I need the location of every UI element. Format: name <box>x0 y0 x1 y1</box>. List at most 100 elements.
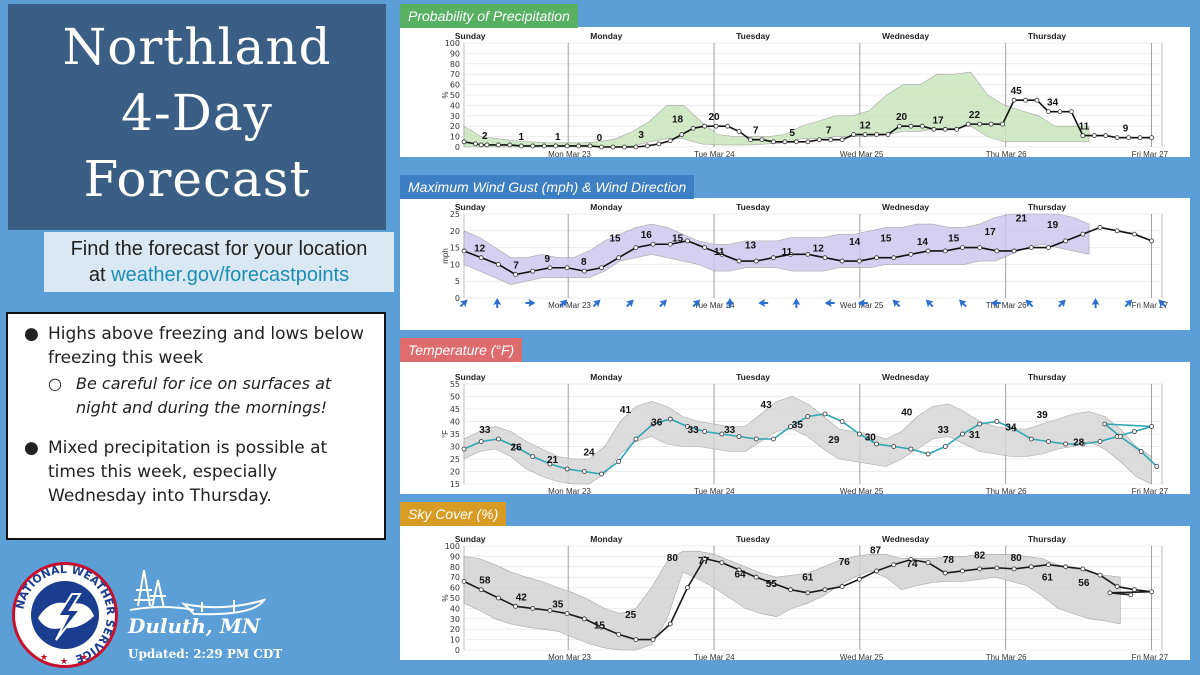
data-label: 74 <box>906 559 918 570</box>
data-point <box>610 144 616 150</box>
data-point <box>702 429 708 434</box>
arrow-shape <box>892 299 901 308</box>
data-point <box>719 251 725 257</box>
data-point <box>994 248 1000 254</box>
data-label: 7 <box>826 126 832 137</box>
day-label: Wednesday <box>882 202 929 212</box>
data-point <box>461 446 467 452</box>
data-label: 39 <box>1037 410 1049 421</box>
data-point <box>1137 135 1143 141</box>
data-point <box>1080 566 1086 572</box>
sky-chart-title: Sky Cover (%) <box>400 502 507 526</box>
date-label: Thu Mar 26 <box>986 653 1027 660</box>
data-point <box>822 255 828 261</box>
wind-direction-arrow-icon <box>1158 299 1167 308</box>
data-label: 64 <box>735 569 747 580</box>
data-point <box>616 632 622 637</box>
temp-chart: 15 20 25 30 35 40 45 50 55 °F Sunday Monday Tuesday W… <box>441 372 1169 494</box>
data-point <box>874 441 879 447</box>
data-point <box>1046 562 1051 568</box>
arrow-shape <box>925 299 934 308</box>
data-point <box>478 255 484 261</box>
data-point <box>942 570 948 576</box>
data-label: 2 <box>482 131 488 142</box>
data-point <box>616 255 622 261</box>
data-point <box>805 139 811 145</box>
date-label: Fri Mar 27 <box>1132 301 1169 310</box>
wind-direction-arrow-icon <box>493 298 502 308</box>
data-point <box>553 143 559 149</box>
y-tick-label: 40 <box>450 604 460 613</box>
data-point <box>908 251 914 257</box>
wind-direction-arrow-icon <box>758 299 769 307</box>
arrow-shape <box>1025 299 1034 308</box>
data-point <box>599 144 604 150</box>
data-label: 34 <box>1047 98 1059 109</box>
data-point <box>942 126 948 132</box>
y-tick-label: 25 <box>450 210 460 219</box>
data-label: 24 <box>583 448 595 459</box>
data-point <box>805 414 811 419</box>
day-label: Wednesday <box>882 372 929 382</box>
data-label: 61 <box>802 573 814 584</box>
data-label: 18 <box>672 114 684 125</box>
data-label: 29 <box>828 435 840 446</box>
arrow-shape <box>1058 299 1066 308</box>
data-point <box>942 444 948 449</box>
y-tick-label: 0 <box>455 294 460 303</box>
y-tick-label: 10 <box>450 636 460 645</box>
forecast-url-link[interactable]: weather.gov/forecastpoints <box>111 264 350 286</box>
data-point <box>960 245 965 250</box>
date-label: Tue Mar 24 <box>694 301 735 310</box>
data-point <box>633 245 639 250</box>
y-tick-label: 0 <box>455 143 460 152</box>
bullet-list: ● Highs above freezing and lows below fre… <box>6 312 386 540</box>
arrow-shape <box>990 299 1001 307</box>
data-point <box>851 132 857 137</box>
bullet-text: Highs above freezing and lows below free… <box>48 324 364 368</box>
day-label: Monday <box>590 372 622 382</box>
data-point <box>667 416 673 422</box>
data-point <box>931 126 937 132</box>
data-point <box>897 123 902 129</box>
arrow-shape <box>459 299 468 308</box>
wind-direction-arrow-icon <box>959 299 967 308</box>
data-point <box>667 138 673 144</box>
uncertainty-band <box>463 213 1090 285</box>
day-label: Thursday <box>1028 372 1067 382</box>
data-point <box>977 421 983 427</box>
day-label: Thursday <box>1028 202 1067 212</box>
data-point <box>960 431 965 437</box>
arrow-shape <box>1091 298 1100 308</box>
data-point <box>1149 589 1154 595</box>
data-point <box>1063 441 1069 447</box>
data-label: 11 <box>714 247 725 258</box>
uncertainty-band <box>463 550 1121 651</box>
data-label: 78 <box>943 555 955 566</box>
data-point <box>650 421 656 427</box>
wind-direction-arrow-icon <box>459 299 468 308</box>
data-point <box>839 419 845 424</box>
data-point <box>1128 592 1134 598</box>
date-label: Tue Mar 24 <box>694 150 735 157</box>
y-tick-label: 10 <box>450 260 460 269</box>
data-label: 17 <box>985 227 997 238</box>
data-point <box>1149 135 1154 141</box>
data-point <box>965 121 971 127</box>
data-point <box>633 637 639 642</box>
wind-direction-arrow-icon <box>824 299 835 307</box>
data-point <box>908 557 914 562</box>
title-line-1: Northland <box>62 18 332 76</box>
wind-direction-arrow-icon <box>1091 298 1100 308</box>
title-line-2: 4-Day <box>121 84 273 142</box>
day-label: Thursday <box>1028 534 1067 544</box>
data-point <box>667 621 673 627</box>
date-label: Wed Mar 25 <box>840 301 884 310</box>
data-label: 11 <box>1079 122 1090 133</box>
data-point <box>1034 97 1040 103</box>
data-point <box>1131 231 1137 237</box>
updated-timestamp: Updated: 2:29 PM CDT <box>128 647 283 661</box>
data-point <box>753 258 759 264</box>
data-label: 33 <box>688 425 700 436</box>
